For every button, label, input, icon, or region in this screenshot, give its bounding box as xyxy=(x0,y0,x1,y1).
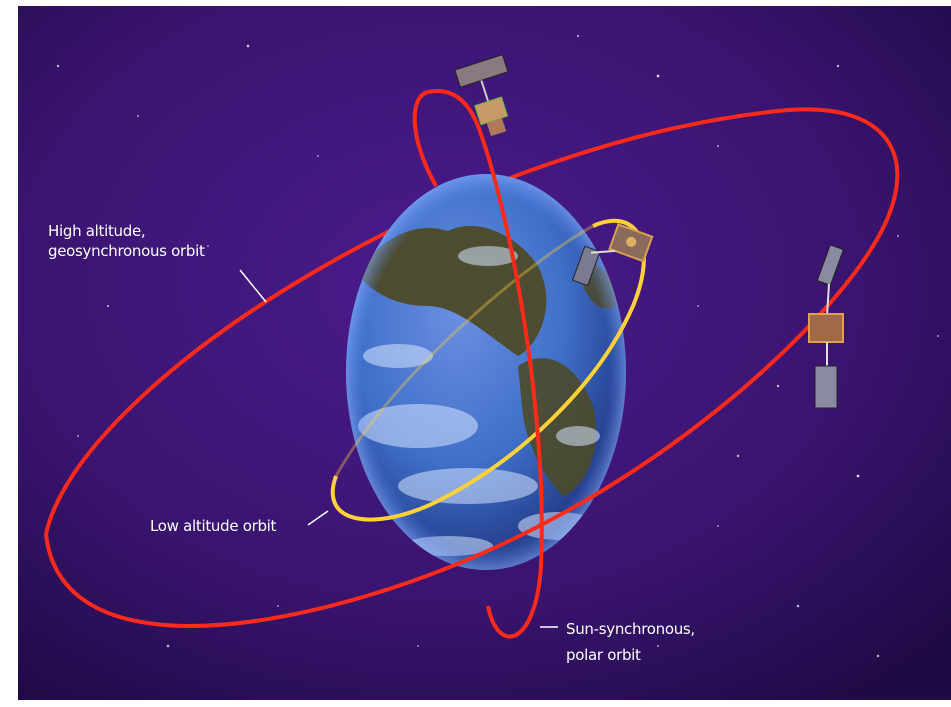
satellite-polar xyxy=(454,54,509,137)
earth xyxy=(346,174,626,570)
polar-orbit xyxy=(427,89,544,639)
polar-orbit-back xyxy=(412,90,438,187)
satellite-low xyxy=(571,223,654,287)
high-orbit-back xyxy=(44,107,900,535)
orbit-diagram: High altitude, geosynchronous orbit Low … xyxy=(18,6,951,700)
low-orbit-back xyxy=(334,224,594,477)
label-low-orbit: Low altitude orbit xyxy=(150,517,277,535)
leader-geo xyxy=(239,269,267,303)
high-orbit xyxy=(44,244,875,628)
stars xyxy=(56,34,939,658)
leader-low xyxy=(307,510,329,526)
label-geo-line1: High altitude, xyxy=(48,222,145,240)
label-sun-line1: Sun-synchronous, xyxy=(566,620,695,638)
label-sun-line2: polar orbit xyxy=(566,646,641,664)
label-geo-line2: geosynchronous orbit xyxy=(48,242,205,260)
satellite-geo xyxy=(808,244,845,409)
